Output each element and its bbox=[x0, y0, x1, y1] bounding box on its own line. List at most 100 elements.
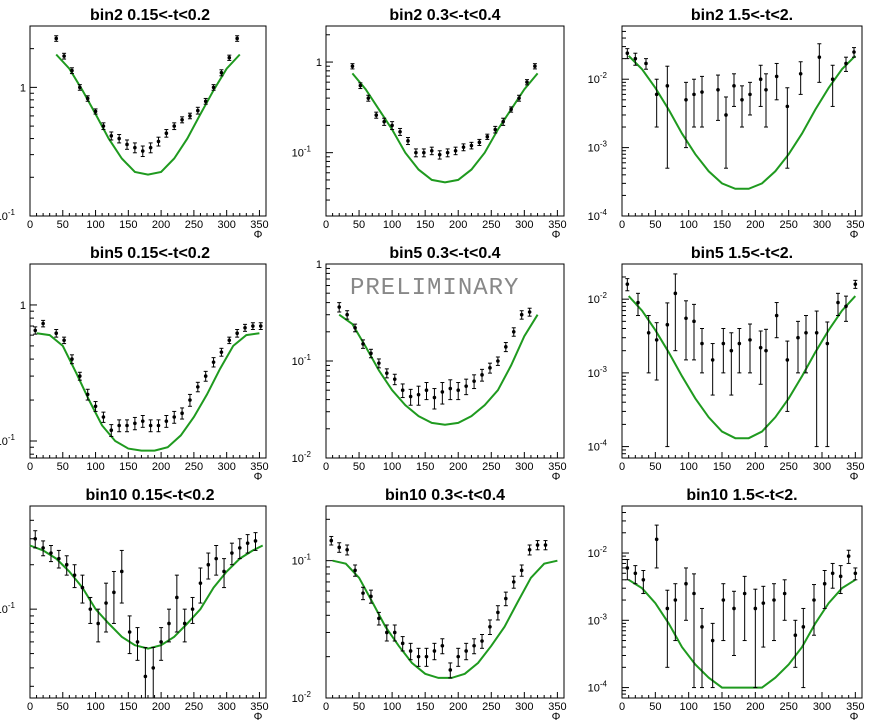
data-point bbox=[422, 150, 426, 155]
data-point bbox=[753, 606, 758, 611]
data-point bbox=[109, 134, 114, 138]
x-tick-label: 300 bbox=[515, 219, 533, 231]
data-point bbox=[211, 360, 216, 364]
data-point bbox=[377, 361, 381, 365]
data-point bbox=[172, 415, 177, 419]
data-point bbox=[392, 630, 397, 635]
data-point bbox=[235, 331, 239, 335]
panel-title: bin10 0.15<-t<0.2 bbox=[86, 487, 215, 504]
data-point bbox=[237, 546, 242, 550]
x-tick-label: 50 bbox=[649, 461, 661, 473]
data-point bbox=[836, 300, 840, 305]
data-point bbox=[211, 85, 216, 90]
data-point bbox=[488, 624, 492, 629]
data-point bbox=[761, 601, 766, 605]
data-point bbox=[853, 282, 858, 286]
data-point bbox=[135, 640, 140, 644]
data-point bbox=[206, 562, 211, 567]
x-tick-label: 350 bbox=[250, 219, 268, 231]
x-tick-label: 0 bbox=[27, 219, 33, 231]
data-point bbox=[156, 139, 161, 144]
data-point bbox=[33, 328, 38, 333]
data-point bbox=[448, 386, 453, 391]
data-point bbox=[182, 621, 187, 626]
data-point bbox=[133, 145, 137, 150]
data-point bbox=[838, 574, 843, 579]
data-point bbox=[732, 84, 736, 88]
data-point bbox=[493, 127, 498, 132]
data-point bbox=[692, 92, 696, 97]
data-point bbox=[245, 541, 250, 545]
data-point bbox=[251, 324, 255, 328]
data-point bbox=[673, 291, 678, 296]
data-point bbox=[72, 573, 77, 577]
data-point bbox=[167, 621, 171, 626]
plot-frame bbox=[325, 25, 565, 217]
data-point bbox=[817, 55, 822, 59]
data-point bbox=[382, 119, 386, 124]
data-point bbox=[70, 68, 74, 73]
data-point bbox=[93, 109, 98, 114]
x-axis-label: Φ bbox=[850, 471, 859, 483]
data-point bbox=[700, 625, 704, 629]
x-tick-label: 100 bbox=[86, 461, 104, 473]
data-point bbox=[758, 77, 763, 82]
data-point bbox=[258, 324, 263, 328]
data-point bbox=[148, 423, 153, 428]
x-tick-label: 200 bbox=[746, 701, 764, 713]
data-point bbox=[633, 571, 638, 576]
plot-frame bbox=[29, 505, 267, 699]
data-point bbox=[527, 310, 532, 314]
x-tick-label: 150 bbox=[416, 701, 434, 713]
data-point bbox=[721, 598, 726, 602]
data-point bbox=[64, 562, 69, 567]
data-point bbox=[227, 338, 232, 343]
y-tick-label: 1 bbox=[316, 57, 322, 69]
data-point bbox=[361, 342, 365, 346]
data-point bbox=[350, 64, 355, 69]
data-point bbox=[374, 113, 379, 117]
data-point bbox=[366, 96, 371, 100]
model-curve bbox=[332, 559, 558, 679]
data-point bbox=[700, 90, 704, 94]
data-point bbox=[453, 148, 458, 153]
data-point bbox=[830, 571, 835, 576]
data-point bbox=[437, 152, 442, 157]
data-point bbox=[140, 419, 145, 423]
data-point bbox=[392, 377, 397, 381]
data-point bbox=[172, 124, 177, 128]
data-point bbox=[54, 331, 59, 335]
data-point bbox=[203, 374, 208, 378]
data-point bbox=[673, 598, 678, 602]
x-tick-label: 350 bbox=[548, 701, 566, 713]
x-tick-label: 150 bbox=[713, 219, 731, 231]
y-tick-label: 10-2 bbox=[292, 690, 312, 705]
data-point bbox=[151, 666, 156, 670]
data-point bbox=[448, 668, 453, 672]
x-tick-label: 350 bbox=[846, 461, 864, 473]
data-point bbox=[159, 640, 163, 644]
data-point bbox=[496, 610, 500, 615]
data-point bbox=[644, 61, 648, 66]
data-point bbox=[464, 384, 468, 388]
data-point bbox=[408, 394, 413, 399]
x-tick-label: 50 bbox=[353, 701, 365, 713]
panel-title: bin2 1.5<-t<2. bbox=[691, 7, 793, 24]
x-tick-label: 100 bbox=[383, 219, 401, 231]
y-tick-label: 10-3 bbox=[588, 365, 608, 380]
data-point bbox=[665, 606, 670, 611]
x-tick-label: 350 bbox=[250, 701, 268, 713]
data-point bbox=[104, 601, 108, 605]
data-point bbox=[501, 119, 505, 124]
x-tick-label: 50 bbox=[353, 219, 365, 231]
model-curve bbox=[351, 72, 539, 184]
data-point bbox=[665, 84, 670, 88]
data-point bbox=[742, 591, 747, 596]
data-point bbox=[469, 143, 474, 148]
data-point bbox=[88, 607, 93, 611]
data-point bbox=[748, 338, 752, 342]
data-point bbox=[109, 428, 114, 433]
